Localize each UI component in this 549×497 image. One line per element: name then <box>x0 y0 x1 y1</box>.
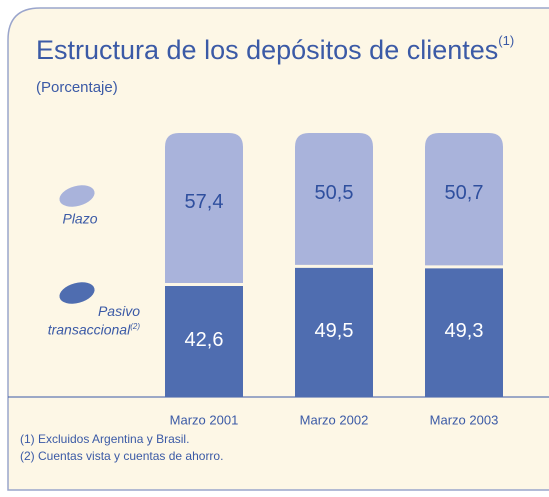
chart-title: Estructura de los depósitos de clientes(… <box>36 33 514 65</box>
legend-label: Plazo <box>62 211 97 227</box>
x-tick-label: Marzo 2003 <box>430 412 499 427</box>
legend-label: Pasivo transaccional(2) <box>47 303 140 338</box>
subtitle: (Porcentaje) <box>36 79 118 96</box>
bar-segment <box>165 284 243 397</box>
data-label: 49,3 <box>445 320 484 342</box>
bar-segment <box>425 133 503 267</box>
bar-segment <box>425 266 503 397</box>
footnote: (2) Cuentas vista y cuentas de ahorro. <box>20 449 223 463</box>
data-label: 50,5 <box>315 182 354 204</box>
footnote: (1) Excluidos Argentina y Brasil. <box>20 432 189 446</box>
data-label: 50,7 <box>445 182 484 204</box>
data-label: 57,4 <box>185 191 224 213</box>
data-label: 42,6 <box>185 329 224 351</box>
legend-swatch <box>59 282 95 304</box>
bar-segment <box>295 133 373 267</box>
x-tick-label: Marzo 2002 <box>300 412 369 427</box>
panel <box>7 7 549 491</box>
bar-segment <box>165 133 243 285</box>
data-label: 49,5 <box>315 320 354 342</box>
legend-swatch <box>59 185 95 207</box>
x-tick-label: Marzo 2001 <box>170 412 239 427</box>
bar-segment <box>295 266 373 397</box>
